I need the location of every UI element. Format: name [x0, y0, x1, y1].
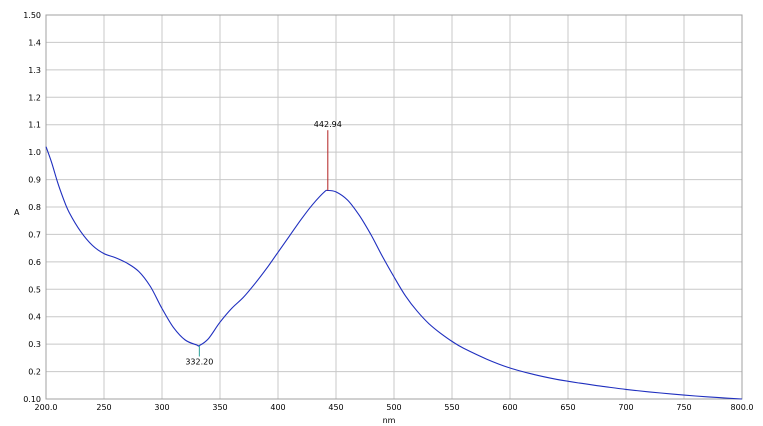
plot-frame — [45, 14, 743, 400]
spectrum-series — [45, 146, 743, 400]
y-tick-label: 0.7 — [28, 230, 41, 239]
peak-annotations: 442.94 332.20 — [185, 120, 341, 366]
x-tick-label: 600 — [502, 403, 517, 412]
y-tick-label: 1.1 — [28, 121, 41, 130]
x-tick-label: 450 — [328, 403, 343, 412]
spectrum-line — [45, 146, 743, 400]
y-tick-label: 1.3 — [28, 66, 41, 75]
x-tick-labels: 200.0 250 300 350 400 450 500 550 600 650 700 750 80… — [35, 403, 754, 412]
y-tick-label: 0.2 — [28, 368, 41, 377]
y-tick-label: 0.10 — [23, 395, 41, 404]
y-tick-label: 0.5 — [28, 285, 41, 294]
y-tick-label: 0.9 — [28, 176, 41, 185]
y-tick-label: 0.8 — [28, 203, 41, 212]
y-tick-label: 0.3 — [28, 340, 41, 349]
x-tick-label: 200.0 — [35, 403, 58, 412]
x-tick-label: 350 — [212, 403, 227, 412]
x-tick-label: 300 — [154, 403, 169, 412]
y-tick-label: 1.2 — [28, 93, 41, 102]
x-tick-label: 550 — [444, 403, 459, 412]
valley-label: 332.20 — [185, 357, 213, 366]
x-tick-label: 700 — [618, 403, 633, 412]
x-tick-label: 250 — [96, 403, 111, 412]
y-tick-label: 1.50 — [23, 11, 41, 20]
peak-label: 442.94 — [314, 120, 342, 129]
x-axis-label: nm — [383, 416, 396, 425]
y-tick-label: 0.6 — [28, 258, 41, 267]
y-tick-label: 0.4 — [28, 313, 41, 322]
x-tick-label: 500 — [386, 403, 401, 412]
x-tick-label: 750 — [676, 403, 691, 412]
y-tick-label: 1.0 — [28, 148, 41, 157]
y-tick-label: 1.4 — [28, 38, 41, 47]
x-tick-label: 650 — [560, 403, 575, 412]
x-tick-label: 400 — [270, 403, 285, 412]
y-tick-labels: 0.10 0.2 0.3 0.4 0.5 0.6 0.7 0.8 0.9 1.0 1.1 1.2 1.3… — [23, 11, 41, 404]
y-axis-label: A — [14, 208, 20, 217]
x-tick-label: 800.0 — [731, 403, 754, 412]
